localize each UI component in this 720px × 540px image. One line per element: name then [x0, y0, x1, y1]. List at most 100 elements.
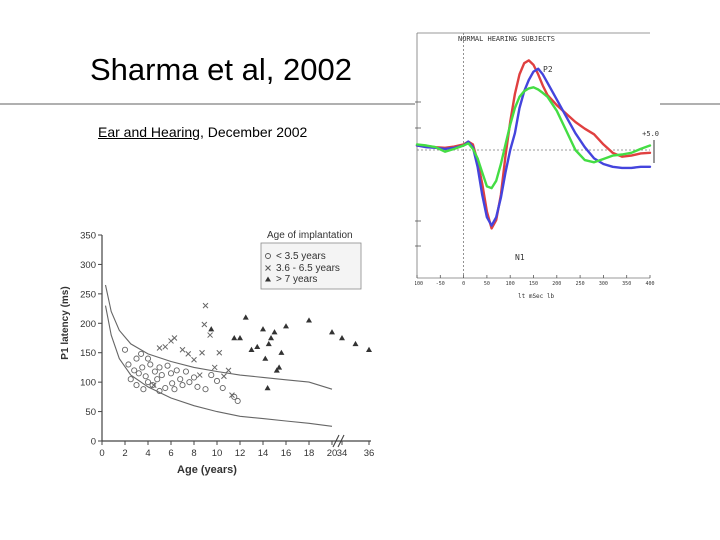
- point-3-6-to-6-5: [156, 345, 163, 351]
- erp-x-axis-unit: lt mSec lb: [518, 293, 555, 300]
- point-over-7: [237, 335, 243, 341]
- point-over-7: [231, 335, 238, 341]
- erp-waveform-chart: NORMAL HEARING SUBJECTS P2 N1 +5.0 -100 -…: [415, 28, 660, 303]
- x-tick-label: 0: [99, 448, 104, 459]
- point-under-3-5: [144, 355, 152, 362]
- y-tick-label: 0: [91, 437, 96, 448]
- erp-x-tick-label: 50: [484, 281, 490, 287]
- x-tick-label: 34: [337, 448, 348, 459]
- citation-date: , December 2002: [199, 124, 308, 140]
- point-3-6-to-6-5: [211, 364, 218, 371]
- point-3-6-to-6-5: [207, 332, 213, 338]
- point-3-6-to-6-5: [199, 349, 205, 356]
- point-under-3-5: [154, 376, 161, 383]
- point-3-6-to-6-5: [216, 349, 223, 356]
- point-under-3-5: [133, 355, 140, 362]
- erp-x-tick-label: 350: [622, 281, 631, 287]
- title-divider: [0, 103, 720, 105]
- point-under-3-5: [182, 368, 189, 375]
- y-tick-label: 150: [80, 348, 96, 359]
- erp-x-tick-label: -50: [436, 281, 445, 287]
- point-3-6-to-6-5: [221, 373, 227, 380]
- x-tick-label: 2: [122, 448, 127, 459]
- erp-x-tick-label: 0: [462, 281, 465, 287]
- point-over-7: [366, 346, 372, 352]
- norm-curve-upper: [104, 284, 333, 390]
- y-axis-label: P1 latency (ms): [60, 286, 71, 359]
- point-over-7: [339, 335, 345, 341]
- point-over-7: [283, 323, 289, 329]
- x-axis-label: Age (years): [177, 464, 237, 476]
- point-3-6-to-6-5: [150, 382, 157, 388]
- x-tick-label: 6: [168, 448, 173, 459]
- point-under-3-5: [162, 384, 169, 392]
- point-under-3-5: [138, 350, 145, 357]
- point-under-3-5: [147, 361, 154, 368]
- point-under-3-5: [140, 386, 147, 393]
- p2-peak-label: P2: [543, 65, 553, 74]
- point-under-3-5: [219, 384, 226, 392]
- point-under-3-5: [139, 364, 146, 371]
- point-over-7: [260, 326, 266, 332]
- point-under-3-5: [186, 379, 193, 386]
- legend-title: Age of implantation: [267, 230, 353, 241]
- point-under-3-5: [131, 367, 138, 374]
- legend-entry-under-3-5: < 3.5 years: [276, 251, 326, 262]
- point-under-3-5: [156, 387, 163, 395]
- point-under-3-5: [125, 361, 132, 368]
- point-over-7: [254, 343, 261, 350]
- point-under-3-5: [167, 370, 175, 377]
- point-3-6-to-6-5: [229, 392, 235, 398]
- y-tick-label: 100: [80, 378, 96, 389]
- y-tick-label: 250: [80, 289, 96, 300]
- point-over-7: [278, 349, 285, 355]
- norm-curve-lower: [104, 305, 333, 427]
- point-under-3-5: [208, 372, 215, 379]
- erp-x-tick-label: -100: [415, 281, 423, 287]
- y-tick-label: 350: [80, 231, 96, 242]
- point-under-3-5: [173, 367, 180, 374]
- x-tick-label: 12: [235, 448, 246, 459]
- point-3-6-to-6-5: [202, 302, 209, 309]
- x-tick-label: 20: [327, 448, 338, 459]
- point-over-7: [242, 314, 249, 320]
- x-tick-label: 8: [191, 448, 196, 459]
- point-under-3-5: [177, 376, 184, 383]
- point-under-3-5: [121, 346, 129, 353]
- chart-legend: Age of implantation < 3.5 years 3.6 - 6.…: [260, 230, 362, 290]
- point-under-3-5: [142, 373, 149, 380]
- point-3-6-to-6-5: [225, 367, 232, 374]
- point-over-7: [271, 329, 278, 335]
- point-over-7: [262, 355, 269, 361]
- point-over-7: [306, 317, 312, 323]
- point-under-3-5: [213, 377, 221, 385]
- axis-break-mark: [332, 434, 345, 448]
- erp-x-tick-label: 300: [599, 281, 608, 287]
- x-tick-label: 16: [281, 448, 292, 459]
- legend-entry-over-7: > 7 years: [276, 274, 317, 285]
- point-under-3-5: [133, 382, 140, 389]
- point-3-6-to-6-5: [201, 321, 208, 328]
- point-3-6-to-6-5: [162, 343, 169, 350]
- point-under-3-5: [234, 397, 241, 405]
- point-under-3-5: [127, 376, 134, 383]
- erp-x-tick-label: 400: [645, 281, 654, 287]
- point-under-3-5: [151, 368, 158, 375]
- slide-title: Sharma et al, 2002: [90, 52, 352, 87]
- point-under-3-5: [156, 364, 163, 371]
- x-tick-label: 18: [304, 448, 315, 459]
- point-over-7: [208, 326, 215, 332]
- point-over-7: [329, 329, 335, 335]
- point-under-3-5: [194, 383, 201, 390]
- n1-peak-label: N1: [515, 253, 525, 262]
- point-3-6-to-6-5: [179, 346, 186, 353]
- point-under-3-5: [149, 382, 156, 389]
- journal-name: Ear and Hearing: [98, 124, 200, 140]
- point-over-7: [352, 340, 359, 347]
- erp-x-tick-label: 250: [576, 281, 585, 287]
- point-under-3-5: [202, 386, 209, 393]
- point-under-3-5: [158, 372, 165, 379]
- y-tick-label: 200: [80, 319, 96, 330]
- point-under-3-5: [169, 380, 176, 387]
- point-under-3-5: [135, 370, 142, 377]
